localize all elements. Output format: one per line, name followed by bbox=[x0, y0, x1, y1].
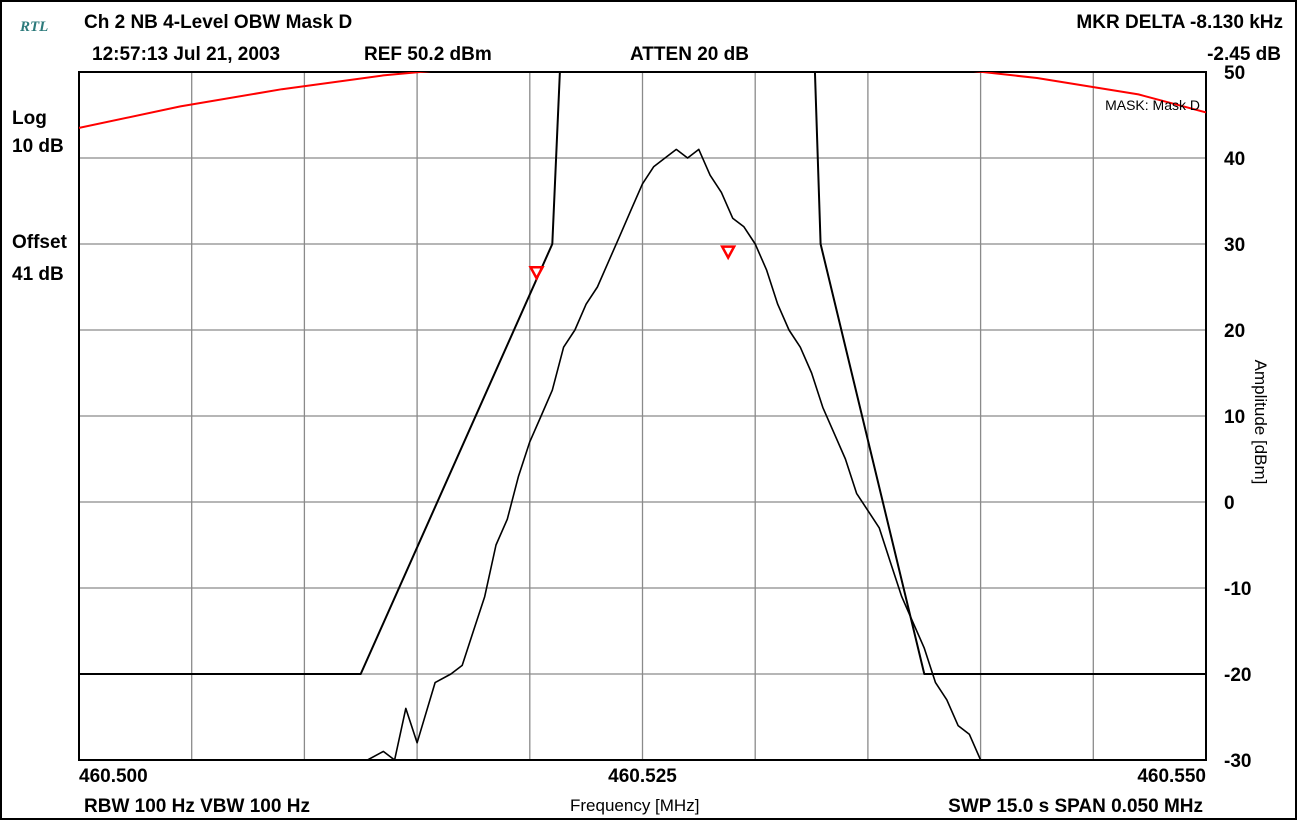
mask-annotation: MASK: Mask D bbox=[1105, 97, 1200, 113]
series-trace-line bbox=[367, 148, 982, 760]
series-limit-line bbox=[79, 72, 1206, 129]
y-tick-label: 30 bbox=[1224, 235, 1245, 256]
marker-triangle bbox=[720, 245, 737, 261]
sweep-span-readout: SWP 15.0 s SPAN 0.050 MHz bbox=[948, 796, 1203, 817]
y-tick-label: 40 bbox=[1224, 149, 1245, 170]
y-tick-label: 50 bbox=[1224, 63, 1245, 84]
x-tick-label: 460.525 bbox=[608, 766, 677, 787]
x-tick-label: 460.500 bbox=[79, 766, 148, 787]
marker-amp-readout: -2.45 dB bbox=[1207, 44, 1281, 65]
plot-border bbox=[78, 71, 1207, 761]
x-tick-label: 460.550 bbox=[1137, 766, 1206, 787]
y-tick-label: 20 bbox=[1224, 321, 1245, 342]
scale-per-div-label: 10 dB bbox=[12, 136, 64, 157]
y-tick-label: 10 bbox=[1224, 407, 1245, 428]
atten-readout: ATTEN 20 dB bbox=[630, 44, 749, 65]
logo: RTL bbox=[20, 19, 49, 35]
scale-mode-label: Log bbox=[12, 108, 47, 129]
offset-value: 41 dB bbox=[12, 264, 64, 285]
ref-level-readout: REF 50.2 dBm bbox=[364, 44, 492, 65]
offset-label: Offset bbox=[12, 232, 67, 253]
bandwidth-readout: RBW 100 Hz VBW 100 Hz bbox=[84, 796, 310, 817]
marker-delta-readout: MKR DELTA -8.130 kHz bbox=[1076, 12, 1283, 33]
series-mask-line bbox=[79, 72, 1206, 675]
y-tick-label: 0 bbox=[1224, 493, 1235, 514]
x-axis-label: Frequency [MHz] bbox=[570, 796, 700, 815]
y-tick-label: -10 bbox=[1224, 579, 1251, 600]
chart-title: Ch 2 NB 4-Level OBW Mask D bbox=[84, 12, 353, 33]
y-tick-label: -20 bbox=[1224, 665, 1251, 686]
datetime-readout: 12:57:13 Jul 21, 2003 bbox=[92, 44, 281, 65]
y-tick-label: -30 bbox=[1224, 751, 1251, 772]
marker-triangle bbox=[528, 265, 545, 281]
